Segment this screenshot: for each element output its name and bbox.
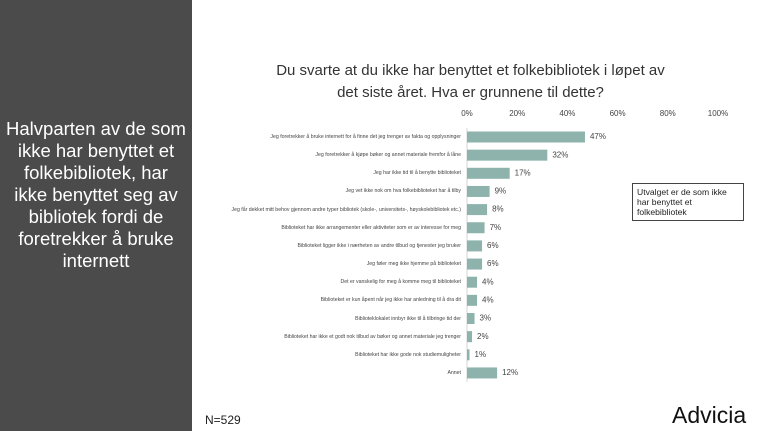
bar bbox=[467, 222, 485, 234]
value-label: 8% bbox=[492, 205, 504, 214]
x-tick-label: 60% bbox=[610, 109, 626, 118]
category-label: Det er vanskelig for meg å komme meg til… bbox=[340, 279, 461, 286]
value-label: 3% bbox=[480, 314, 492, 323]
x-tick-label: 0% bbox=[461, 109, 473, 118]
category-label: Jeg har ikke tid til å benytte bibliotek… bbox=[373, 170, 461, 177]
bar bbox=[467, 294, 478, 306]
category-label: Annet bbox=[447, 369, 461, 376]
category-label: Jeg foretrekker å bruke internett for å … bbox=[270, 134, 461, 140]
sample-note: N=529 bbox=[205, 413, 241, 427]
value-label: 4% bbox=[482, 295, 494, 304]
category-label: Biblioteket har ikke gode nok studiemuli… bbox=[355, 351, 461, 358]
value-label: 7% bbox=[490, 223, 502, 232]
bar bbox=[467, 240, 483, 252]
bar bbox=[467, 367, 498, 379]
side-panel: Halvparten av de som ikke har benyttet e… bbox=[0, 0, 192, 431]
bar bbox=[467, 331, 473, 343]
bar bbox=[467, 276, 478, 288]
x-tick-label: 100% bbox=[708, 109, 728, 118]
chart-title: Du svarte at du ikke har benyttet et fol… bbox=[276, 62, 665, 101]
value-label: 6% bbox=[487, 241, 499, 250]
logo: Advicia bbox=[672, 402, 747, 428]
bar bbox=[467, 131, 585, 143]
bar bbox=[467, 204, 488, 216]
side-text: Halvparten av de som ikke har benyttet e… bbox=[6, 118, 186, 271]
value-label: 6% bbox=[487, 259, 499, 268]
category-label: Jeg foretrekker å kjøpe bøker og annet m… bbox=[315, 152, 461, 159]
value-label: 1% bbox=[475, 350, 487, 359]
value-label: 9% bbox=[495, 187, 507, 196]
x-tick-label: 20% bbox=[509, 109, 525, 118]
bar bbox=[467, 185, 490, 197]
category-label: Jeg føler meg ikke hjemme på biblioteket bbox=[366, 261, 461, 268]
category-label: Biblioteket ligger ikke i nærheten av an… bbox=[297, 242, 462, 249]
bar bbox=[467, 349, 470, 361]
value-label: 4% bbox=[482, 277, 494, 286]
category-label: Jeg vet ikke nok om hva folkebiblioteket… bbox=[345, 188, 461, 195]
category-label: Biblioteket har ikke arrangementer eller… bbox=[281, 224, 461, 231]
value-label: 2% bbox=[477, 332, 489, 341]
value-label: 12% bbox=[502, 368, 518, 377]
category-label: Jeg får dekket mitt behov gjennom andre … bbox=[231, 206, 461, 213]
bar bbox=[467, 313, 475, 324]
bar bbox=[467, 167, 510, 179]
value-label: 47% bbox=[590, 132, 606, 141]
x-tick-label: 40% bbox=[559, 109, 575, 118]
category-label: Biblioteklokalet innbyr ikke til å tilbr… bbox=[355, 315, 461, 322]
value-label: 17% bbox=[515, 168, 531, 177]
category-label: Biblioteket har ikke et godt nok tilbud … bbox=[284, 333, 461, 340]
x-tick-label: 80% bbox=[660, 109, 676, 118]
annotation: Utvalget er de som ikke har benyttet et … bbox=[632, 183, 744, 221]
bar bbox=[467, 258, 483, 270]
value-label: 32% bbox=[552, 150, 568, 159]
bar bbox=[467, 149, 548, 161]
category-label: Biblioteket er kun åpent når jeg ikke ha… bbox=[320, 297, 461, 304]
